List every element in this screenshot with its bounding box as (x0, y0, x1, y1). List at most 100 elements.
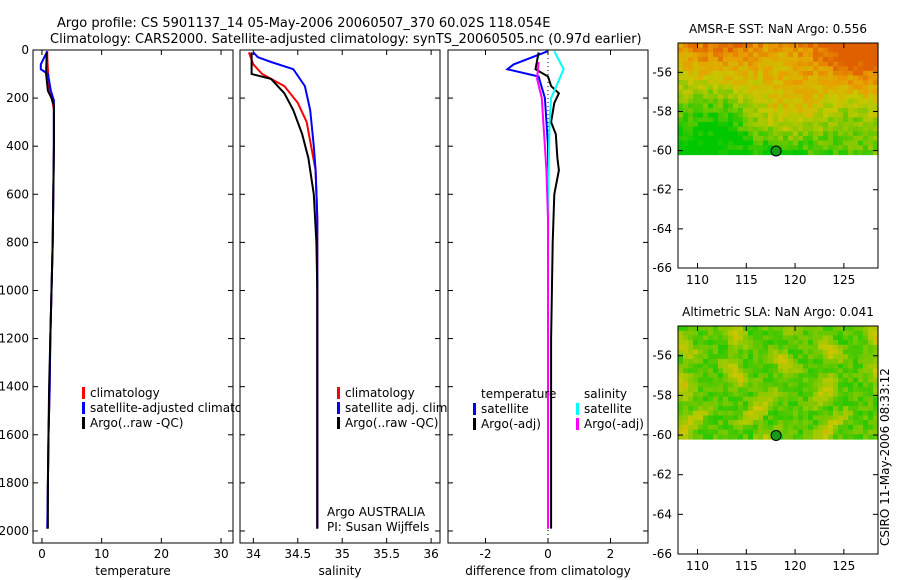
heatmap-cell (773, 80, 779, 86)
heatmap-cell (773, 368, 779, 374)
x-tick-label: 20 (154, 547, 169, 561)
heatmap-cell (783, 43, 789, 49)
heatmap-cell (738, 373, 744, 379)
heatmap-cell (798, 354, 804, 360)
heatmap-cell (873, 340, 879, 346)
heatmap-cell (733, 335, 739, 341)
heatmap-cell (723, 75, 729, 81)
heatmap-cell (868, 373, 874, 379)
heatmap-cell (743, 373, 749, 379)
heatmap-cell (803, 145, 809, 151)
heatmap-cell (768, 47, 774, 53)
heatmap-cell (768, 56, 774, 63)
heatmap-cell (838, 43, 844, 49)
heatmap-cell (758, 382, 764, 388)
heatmap-cell (873, 108, 879, 114)
heatmap-cell (808, 429, 814, 435)
heatmap-cell (808, 70, 814, 77)
heatmap-cell (733, 330, 739, 337)
heatmap-cell (678, 354, 684, 360)
heatmap-cell (808, 382, 814, 388)
heatmap-cell (783, 117, 789, 123)
heatmap-cell (738, 108, 744, 114)
heatmap-cell (738, 126, 744, 132)
heatmap-cell (678, 117, 684, 123)
heatmap-cell (813, 126, 819, 132)
heatmap-cell (813, 420, 819, 426)
heatmap-cell (683, 363, 689, 369)
heatmap-cell (763, 373, 769, 379)
heatmap-cell (863, 140, 869, 146)
heatmap-cell (768, 410, 774, 417)
heatmap-cell (793, 410, 799, 417)
heatmap-cell (788, 410, 794, 417)
heatmap-cell (808, 121, 814, 128)
heatmap-cell (733, 387, 739, 393)
heatmap-cell (793, 112, 799, 118)
heatmap-cell (728, 126, 734, 132)
heatmap-cell (803, 112, 809, 118)
heatmap-cell (753, 373, 759, 379)
heatmap-cell (743, 410, 749, 417)
heatmap-cell (858, 387, 864, 393)
heatmap-cell (798, 396, 804, 402)
heatmap-cell (773, 98, 779, 105)
heatmap-cell (768, 89, 774, 95)
heatmap-cell (733, 358, 739, 365)
heatmap-cell (753, 330, 759, 337)
heatmap-cell (783, 66, 789, 72)
heatmap-cell (873, 401, 879, 407)
heatmap-cell (738, 112, 744, 118)
heatmap-cell (798, 344, 804, 351)
heatmap-cell (873, 70, 879, 77)
heatmap-cell (758, 406, 764, 412)
heatmap-cell (713, 61, 719, 67)
heatmap-cell (718, 47, 724, 53)
heatmap-cell (728, 70, 734, 77)
heatmap-cell (778, 335, 784, 341)
legend-swatch (337, 417, 340, 429)
heatmap-cell (808, 363, 814, 369)
heatmap-cell (838, 52, 844, 58)
heatmap-cell (738, 89, 744, 95)
heatmap-cell (853, 47, 859, 53)
heatmap-cell (748, 61, 754, 67)
heatmap-cell (773, 61, 779, 67)
heatmap-cell (793, 368, 799, 374)
heatmap-cell (788, 391, 794, 398)
heatmap-cell (838, 340, 844, 346)
heatmap-cell (823, 121, 829, 128)
heatmap-cell (703, 108, 709, 114)
heatmap-cell (748, 368, 754, 374)
heatmap-cell (838, 121, 844, 128)
heatmap-cell (828, 117, 834, 123)
heatmap-cell (723, 94, 729, 100)
y-tick-label: -62 (652, 468, 672, 482)
heatmap-cell (863, 70, 869, 77)
heatmap-cell (743, 406, 749, 412)
heatmap-cell (768, 344, 774, 351)
heatmap-cell (813, 98, 819, 105)
heatmap-cell (718, 340, 724, 346)
heatmap-cell (703, 131, 709, 137)
heatmap-cell (848, 330, 854, 337)
heatmap-cell (688, 98, 694, 105)
heatmap-cell (843, 429, 849, 435)
heatmap-cell (678, 131, 684, 137)
heatmap-cell (763, 131, 769, 137)
legend-label: Argo(..raw -QC) (345, 416, 438, 430)
heatmap-cell (773, 335, 779, 341)
heatmap-cell (803, 149, 809, 156)
heatmap-cell (713, 354, 719, 360)
heatmap-cell (693, 434, 699, 440)
heatmap-cell (848, 335, 854, 341)
heatmap-cell (813, 396, 819, 402)
heatmap-cell (848, 121, 854, 128)
heatmap-cell (848, 410, 854, 417)
heatmap-cell (868, 61, 874, 67)
heatmap-cell (703, 121, 709, 128)
heatmap-cell (728, 43, 734, 49)
heatmap-cell (778, 112, 784, 118)
heatmap-cell (768, 126, 774, 132)
heatmap-cell (783, 368, 789, 374)
